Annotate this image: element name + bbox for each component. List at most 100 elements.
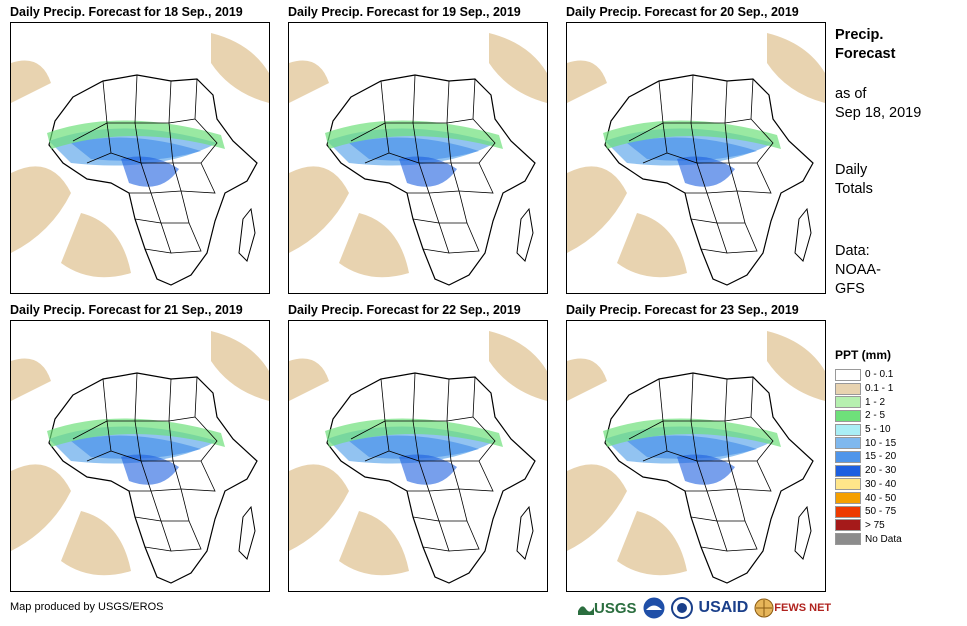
light-rain-area [567,464,627,551]
africa-precip-map [566,22,826,294]
precip-band [121,454,179,485]
precip-band [627,137,757,161]
legend-item: 10 - 15 [835,436,902,450]
country-border [451,416,496,462]
africa-precip-map [288,320,548,592]
precip-band [349,137,479,161]
country-border [180,162,216,194]
light-rain-area [567,60,607,103]
country-border [726,222,758,254]
precip-band [627,435,757,459]
legend-swatch [835,478,861,491]
light-rain-area [767,331,825,401]
usgs-logo: USGS [578,600,637,617]
light-rain-area [339,511,409,576]
map-canvas [11,33,269,286]
country-border [448,520,480,552]
light-rain-area [11,60,51,103]
light-rain-area [289,358,329,401]
legend-label: 50 - 75 [865,506,897,518]
legend-swatch [835,437,861,450]
forecast-heading: Precip. Forecast [835,26,895,64]
precip-band [325,418,503,447]
precip-band [399,156,457,187]
usaid-seal-icon [670,597,693,619]
asof-date: Sep 18, 2019 [835,105,922,121]
totals-line: Daily [835,162,868,178]
legend-item: 30 - 40 [835,478,902,492]
legend-item: 50 - 75 [835,505,902,519]
precip-band [399,454,457,485]
panel-title: Daily Precip. Forecast for 21 Sep., 2019 [10,303,243,317]
light-rain-area [339,213,409,278]
legend-item: 15 - 20 [835,450,902,464]
country-border [736,460,772,492]
country-border [458,460,494,492]
light-rain-area [289,166,349,253]
panel-title: Daily Precip. Forecast for 18 Sep., 2019 [10,5,243,19]
totals-note: Daily Totals [835,161,873,199]
light-rain-area [11,166,71,253]
madagascar [516,207,534,262]
map-canvas [11,331,269,584]
light-rain-area [489,33,547,103]
legend-swatch [835,382,861,395]
data-line: NOAA- [835,262,881,278]
map-canvas [289,33,547,286]
forecast-panel-23: Daily Precip. Forecast for 23 Sep., 2019 [566,302,826,592]
light-rain-area [767,33,825,103]
africa-precip-map [566,320,826,592]
precip-band [47,418,225,447]
legend-label: 15 - 20 [865,451,897,463]
legend-swatch [835,368,861,381]
legend-label: > 75 [865,519,885,531]
map-credit: Map produced by USGS/EROS [10,601,164,613]
noaa-logo [643,597,665,619]
precip-band [603,120,781,149]
country-border [451,118,496,164]
legend-item: 20 - 30 [835,464,902,478]
legend-label: 20 - 30 [865,465,897,477]
country-border [173,416,218,462]
light-rain-area [211,33,269,103]
light-rain-area [211,331,269,401]
madagascar [238,505,256,560]
legend-label: 0.1 - 1 [865,383,894,395]
legend-swatch [835,519,861,532]
country-border [729,118,774,164]
precip-band [603,418,781,447]
legend-label: 30 - 40 [865,478,897,490]
light-rain-area [11,464,71,551]
light-rain-area [11,358,51,401]
light-rain-area [617,213,687,278]
legend-swatch [835,492,861,505]
panel-title: Daily Precip. Forecast for 22 Sep., 2019 [288,303,521,317]
panel-title: Daily Precip. Forecast for 20 Sep., 2019 [566,5,799,19]
precip-band [121,156,179,187]
precip-band [47,120,225,149]
africa-precip-map [288,22,548,294]
legend-label: 1 - 2 [865,396,886,408]
country-border [448,222,480,254]
country-border [458,162,494,194]
madagascar [794,207,812,262]
usgs-wordmark: USGS [594,599,637,617]
legend-item: 0 - 0.1 [835,368,902,382]
legend-item: 5 - 10 [835,423,902,437]
light-rain-area [61,511,131,576]
usaid-logo: USAID [699,599,749,617]
fewsnet-wordmark: FEWS NET [774,602,832,614]
forecast-panel-20: Daily Precip. Forecast for 20 Sep., 2019 [566,4,826,294]
country-border [170,222,202,254]
country-border [726,520,758,552]
legend-label: 5 - 10 [865,424,891,436]
madagascar [516,505,534,560]
light-rain-area [567,166,627,253]
totals-line: Totals [835,181,873,197]
forecast-panel-18: Daily Precip. Forecast for 18 Sep., 2019 [10,4,270,294]
precip-band [677,454,735,485]
legend-swatch [835,423,861,436]
usaid-wordmark: USAID [698,599,749,616]
country-border [173,118,218,164]
legend-title: PPT (mm) [835,348,892,362]
